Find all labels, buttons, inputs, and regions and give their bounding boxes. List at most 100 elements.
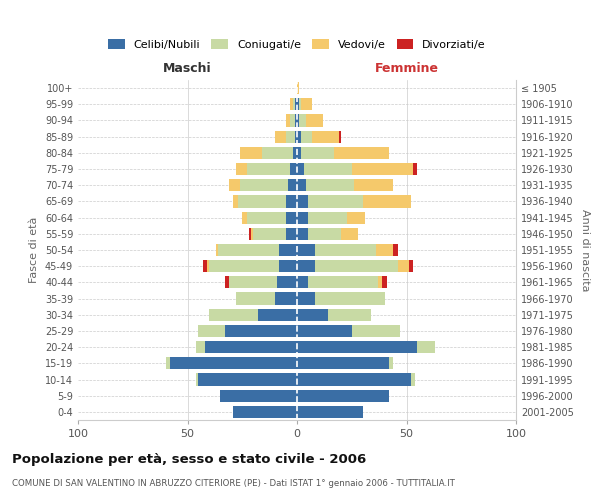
- Bar: [247, 212, 286, 224]
- Bar: [376, 244, 394, 256]
- Bar: [389, 358, 394, 370]
- Bar: [218, 244, 280, 256]
- Bar: [301, 98, 313, 110]
- Bar: [297, 406, 362, 418]
- Bar: [286, 212, 297, 224]
- Bar: [382, 276, 387, 288]
- Bar: [229, 276, 277, 288]
- Bar: [409, 260, 413, 272]
- Bar: [225, 276, 229, 288]
- Bar: [398, 260, 409, 272]
- Bar: [297, 325, 352, 337]
- Bar: [378, 276, 382, 288]
- Bar: [216, 244, 218, 256]
- Bar: [297, 276, 308, 288]
- Bar: [295, 98, 297, 110]
- Bar: [297, 130, 301, 142]
- Bar: [277, 276, 297, 288]
- Bar: [297, 374, 411, 386]
- Text: Femmine: Femmine: [374, 62, 439, 75]
- Bar: [207, 260, 209, 272]
- Bar: [220, 390, 297, 402]
- Bar: [306, 114, 323, 126]
- Bar: [203, 260, 207, 272]
- Bar: [199, 374, 297, 386]
- Bar: [290, 114, 295, 126]
- Bar: [290, 98, 293, 110]
- Bar: [295, 130, 297, 142]
- Bar: [299, 98, 301, 110]
- Bar: [328, 308, 371, 321]
- Bar: [199, 325, 225, 337]
- Bar: [299, 114, 306, 126]
- Bar: [290, 163, 297, 175]
- Bar: [297, 212, 308, 224]
- Bar: [418, 341, 435, 353]
- Bar: [205, 341, 297, 353]
- Bar: [242, 212, 247, 224]
- Bar: [295, 114, 297, 126]
- Bar: [286, 114, 290, 126]
- Bar: [196, 374, 199, 386]
- Bar: [233, 196, 238, 207]
- Bar: [297, 292, 314, 304]
- Bar: [297, 179, 306, 192]
- Bar: [301, 147, 334, 159]
- Bar: [347, 212, 365, 224]
- Bar: [362, 196, 411, 207]
- Bar: [313, 130, 338, 142]
- Bar: [286, 228, 297, 240]
- Bar: [251, 228, 253, 240]
- Bar: [314, 244, 376, 256]
- Bar: [411, 374, 415, 386]
- Bar: [297, 244, 314, 256]
- Bar: [196, 341, 205, 353]
- Bar: [297, 196, 308, 207]
- Bar: [240, 179, 288, 192]
- Bar: [297, 163, 304, 175]
- Bar: [225, 325, 297, 337]
- Bar: [233, 406, 297, 418]
- Bar: [280, 260, 297, 272]
- Bar: [304, 163, 352, 175]
- Bar: [209, 308, 257, 321]
- Bar: [297, 390, 389, 402]
- Text: COMUNE DI SAN VALENTINO IN ABRUZZO CITERIORE (PE) - Dati ISTAT 1° gennaio 2006 -: COMUNE DI SAN VALENTINO IN ABRUZZO CITER…: [12, 479, 455, 488]
- Bar: [275, 130, 286, 142]
- Bar: [209, 260, 280, 272]
- Bar: [238, 196, 286, 207]
- Bar: [257, 308, 297, 321]
- Bar: [240, 147, 262, 159]
- Bar: [297, 98, 299, 110]
- Bar: [297, 228, 308, 240]
- Bar: [297, 260, 314, 272]
- Bar: [301, 130, 313, 142]
- Bar: [308, 212, 347, 224]
- Bar: [236, 163, 247, 175]
- Bar: [297, 308, 328, 321]
- Bar: [288, 179, 297, 192]
- Y-axis label: Anni di nascita: Anni di nascita: [580, 209, 590, 291]
- Bar: [314, 260, 398, 272]
- Bar: [352, 325, 400, 337]
- Bar: [297, 82, 299, 94]
- Bar: [352, 163, 413, 175]
- Bar: [286, 196, 297, 207]
- Bar: [170, 358, 297, 370]
- Bar: [297, 114, 299, 126]
- Bar: [338, 130, 341, 142]
- Bar: [334, 147, 389, 159]
- Text: Popolazione per età, sesso e stato civile - 2006: Popolazione per età, sesso e stato civil…: [12, 452, 366, 466]
- Bar: [314, 292, 385, 304]
- Bar: [341, 228, 358, 240]
- Bar: [280, 244, 297, 256]
- Bar: [297, 147, 301, 159]
- Bar: [262, 147, 293, 159]
- Y-axis label: Fasce di età: Fasce di età: [29, 217, 39, 283]
- Text: Maschi: Maschi: [163, 62, 212, 75]
- Bar: [297, 341, 418, 353]
- Bar: [297, 358, 389, 370]
- Bar: [236, 292, 275, 304]
- Bar: [354, 179, 394, 192]
- Legend: Celibi/Nubili, Coniugati/e, Vedovi/e, Divorziati/e: Celibi/Nubili, Coniugati/e, Vedovi/e, Di…: [104, 34, 490, 54]
